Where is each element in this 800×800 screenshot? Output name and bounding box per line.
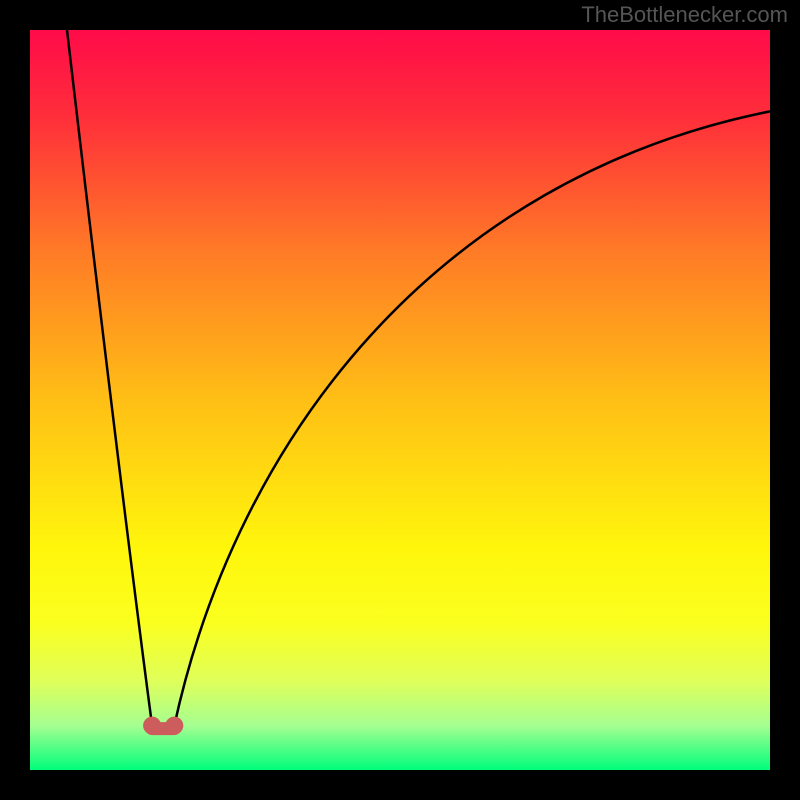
watermark-text: TheBottlenecker.com bbox=[581, 2, 788, 28]
valley-marker-dot-0 bbox=[143, 717, 161, 735]
bottleneck-chart bbox=[0, 0, 800, 800]
chart-container: TheBottlenecker.com bbox=[0, 0, 800, 800]
valley-marker-dot-1 bbox=[165, 717, 183, 735]
